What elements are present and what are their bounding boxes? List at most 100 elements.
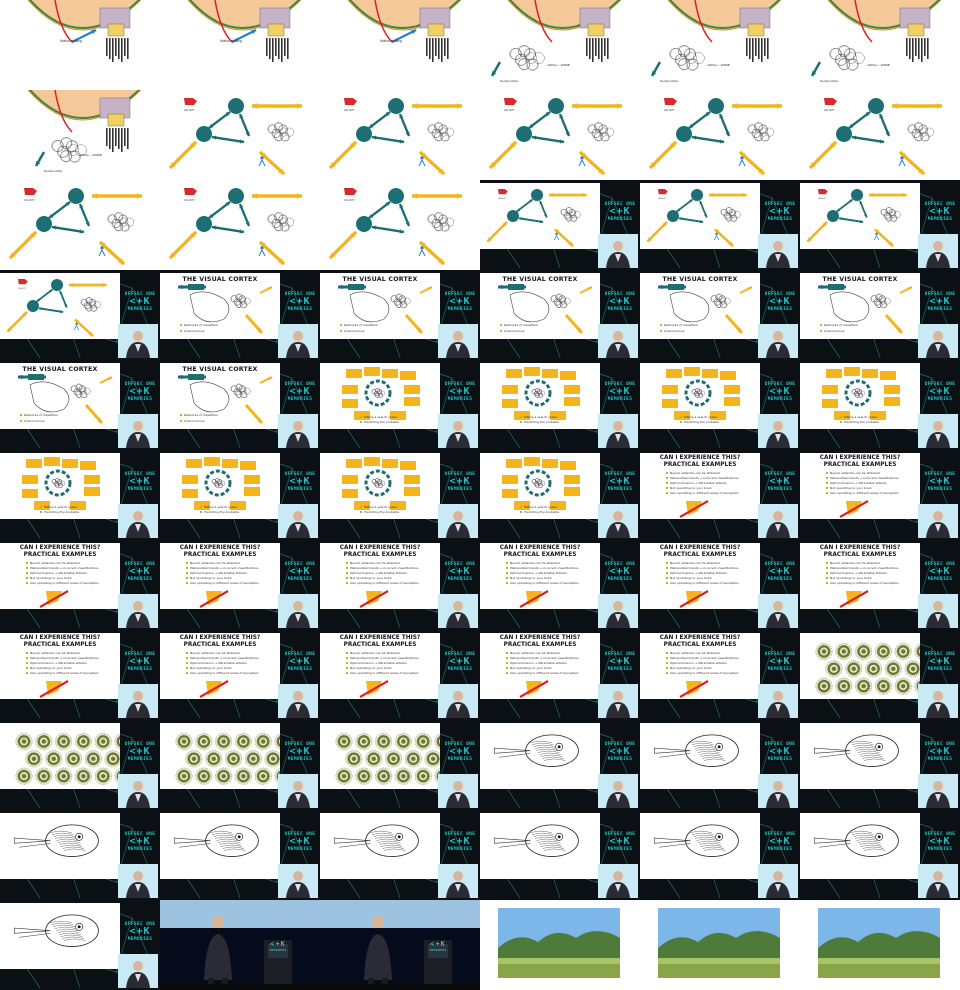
- thumbnail-tile[interactable]: THE VISUAL CORTEX Networks of classifiers…: [0, 360, 160, 450]
- thumbnail-tile[interactable]: <+K MEMORIES: [320, 900, 480, 990]
- thumbnail-tile[interactable]: OH NO!!! OFFSEC ONE <+K MEMORIES: [480, 180, 640, 270]
- thumbnail-tile[interactable]: CAN I EXPERIENCE THIS? PRACTICAL EXAMPLES…: [0, 630, 160, 720]
- thumbnail-tile[interactable]: Neural n/Abst ~1600px / ~300MB: [480, 0, 640, 90]
- logo-line-1: OFFSEC ONE: [124, 742, 156, 747]
- logo-line-1: OFFSEC ONE: [444, 832, 476, 837]
- thumbnail-tile[interactable]: OH NO!!! OFFSEC ONE <+K MEMORIES: [0, 270, 160, 360]
- thumbnail-tile[interactable]: OFFSEC ONE <+K MEMORIES: [160, 810, 320, 900]
- conference-logo: OFFSEC ONE <+K MEMORIES: [922, 202, 958, 222]
- speaker-camera: [118, 324, 158, 358]
- thumbnail-tile[interactable]: Sifting a search space Predicting the pro…: [320, 450, 480, 540]
- logo-line-2: <+K: [609, 476, 631, 487]
- thumbnail-tile[interactable]: OFFSEC ONE <+K MEMORIES: [320, 720, 480, 810]
- thumbnail-tile[interactable]: CAN I EXPERIENCE THIS? PRACTICAL EXAMPLES…: [160, 540, 320, 630]
- speaker-figure: [438, 594, 478, 628]
- thumbnail-tile[interactable]: OH NO!!!: [160, 180, 320, 270]
- svg-text:OH NO!!!: OH NO!!!: [664, 108, 675, 112]
- thumbnail-tile[interactable]: OFFSEC ONE <+K MEMORIES: [640, 810, 800, 900]
- crossed-out-graphic: [519, 590, 549, 608]
- thumbnail-tile[interactable]: Neural n/Abst ~1600px / ~300MB: [800, 0, 960, 90]
- thumbnail-tile[interactable]: Motion spotting: [320, 0, 480, 90]
- slide-title: CAN I EXPERIENCE THIS? PRACTICAL EXAMPLES: [659, 545, 741, 559]
- thumbnail-tile[interactable]: OFFSEC ONE <+K MEMORIES: [160, 720, 320, 810]
- thumbnail-tile[interactable]: CAN I EXPERIENCE THIS? PRACTICAL EXAMPLES…: [0, 540, 160, 630]
- thumbnail-tile[interactable]: [640, 900, 800, 990]
- thumbnail-tile[interactable]: OH NO!!!: [800, 90, 960, 180]
- conference-logo: OFFSEC ONE <+K MEMORIES: [602, 832, 638, 852]
- thumbnail-tile[interactable]: OFFSEC ONE <+K MEMORIES: [800, 630, 960, 720]
- speaker-camera: [278, 324, 318, 358]
- thumbnail-tile[interactable]: OH NO!!!: [320, 90, 480, 180]
- optical-illusion: [175, 733, 280, 785]
- svg-text:OH NO!!!: OH NO!!!: [818, 198, 826, 200]
- speaker-camera: [438, 864, 478, 898]
- speaker-camera: [598, 684, 638, 718]
- thumbnail-tile[interactable]: OH NO!!!: [640, 90, 800, 180]
- bullet: Subconscious: [499, 329, 525, 333]
- thumbnail-tile[interactable]: OFFSEC ONE <+K MEMORIES: [800, 720, 960, 810]
- thumbnail-tile[interactable]: Sifting a search space Predicting the pro…: [480, 450, 640, 540]
- thumbnail-tile[interactable]: Motion spotting: [160, 0, 320, 90]
- thumbnail-tile[interactable]: OFFSEC ONE <+K MEMORIES: [0, 900, 160, 990]
- thumbnail-tile[interactable]: Sifting a search space Predicting the pro…: [160, 450, 320, 540]
- bullet: Sifting a search space: [679, 415, 718, 419]
- thumbnail-tile[interactable]: CAN I EXPERIENCE THIS? PRACTICAL EXAMPLES…: [160, 630, 320, 720]
- thumbnail-tile[interactable]: OFFSEC ONE <+K MEMORIES: [640, 720, 800, 810]
- logo-line-3: MEMORIES: [927, 307, 953, 312]
- thumbnail-tile[interactable]: CAN I EXPERIENCE THIS? PRACTICAL EXAMPLES…: [640, 630, 800, 720]
- thumbnail-tile[interactable]: Sifting a search space Predicting the pro…: [640, 360, 800, 450]
- thumbnail-tile[interactable]: CAN I EXPERIENCE THIS? PRACTICAL EXAMPLES…: [640, 540, 800, 630]
- thumbnail-tile[interactable]: CAN I EXPERIENCE THIS? PRACTICAL EXAMPLES…: [320, 540, 480, 630]
- thumbnail-tile[interactable]: CAN I EXPERIENCE THIS? PRACTICAL EXAMPLES…: [320, 630, 480, 720]
- thumbnail-tile[interactable]: Neural n/Abst ~1600px / ~300MB: [0, 90, 160, 180]
- thumbnail-tile[interactable]: OH NO!!!: [0, 180, 160, 270]
- logo-line-2: <+K: [929, 656, 951, 667]
- thumbnail-tile[interactable]: CAN I EXPERIENCE THIS? PRACTICAL EXAMPLES…: [480, 630, 640, 720]
- speaker-figure: [758, 684, 798, 718]
- bullet: Optical illusions → Attractable attacks: [26, 571, 87, 575]
- thumbnail-tile[interactable]: THE VISUAL CORTEX Networks of classifiers…: [800, 270, 960, 360]
- logo-line-3: MEMORIES: [607, 307, 633, 312]
- thumbnail-tile[interactable]: CAN I EXPERIENCE THIS? PRACTICAL EXAMPLES…: [800, 450, 960, 540]
- thumbnail-tile[interactable]: Neural n/Abst ~1600px / ~300MB: [640, 0, 800, 90]
- thumbnail-tile[interactable]: OFFSEC ONE <+K MEMORIES: [480, 810, 640, 900]
- thumbnail-tile[interactable]: OFFSEC ONE <+K MEMORIES: [0, 720, 160, 810]
- logo-line-3: MEMORIES: [607, 487, 633, 492]
- thumbnail-tile[interactable]: Sifting a search space Predicting the pro…: [480, 360, 640, 450]
- thumbnail-tile[interactable]: CAN I EXPERIENCE THIS? PRACTICAL EXAMPLES…: [640, 450, 800, 540]
- thumbnail-tile[interactable]: OFFSEC ONE <+K MEMORIES: [480, 720, 640, 810]
- thumbnail-tile[interactable]: OH NO!!!: [160, 90, 320, 180]
- thumbnail-tile[interactable]: OFFSEC ONE <+K MEMORIES: [800, 810, 960, 900]
- thumbnail-tile[interactable]: OH NO!!!: [320, 180, 480, 270]
- thumbnail-tile[interactable]: <+K MEMORIES: [160, 900, 320, 990]
- logo-line-1: OFFSEC ONE: [924, 202, 956, 207]
- thumbnail-tile[interactable]: Sifting a search space Predicting the pro…: [320, 360, 480, 450]
- logo-line-3: MEMORIES: [287, 667, 313, 672]
- thumbnail-tile[interactable]: OH NO!!!: [480, 90, 640, 180]
- thumbnail-tile[interactable]: [800, 900, 960, 990]
- thumbnail-tile[interactable]: Motion spotting: [0, 0, 160, 90]
- crossed-out-graphic: [199, 680, 229, 698]
- slide-title: CAN I EXPERIENCE THIS? PRACTICAL EXAMPLES: [339, 545, 421, 559]
- thumbnail-tile[interactable]: THE VISUAL CORTEX Networks of classifiers…: [480, 270, 640, 360]
- slide-preview: THE VISUAL CORTEX Networks of classifiers…: [160, 273, 280, 339]
- logo-line-3: MEMORIES: [127, 757, 153, 762]
- thumbnail-tile[interactable]: CAN I EXPERIENCE THIS? PRACTICAL EXAMPLES…: [800, 540, 960, 630]
- bullet: Also operating in different areas of per…: [185, 581, 260, 585]
- speaker-figure: [598, 504, 638, 538]
- thumbnail-tile[interactable]: THE VISUAL CORTEX Networks of classifiers…: [640, 270, 800, 360]
- thumbnail-tile[interactable]: OFFSEC ONE <+K MEMORIES: [0, 810, 160, 900]
- thumbnail-tile[interactable]: OH NO!!! OFFSEC ONE <+K MEMORIES: [800, 180, 960, 270]
- thumbnail-tile[interactable]: THE VISUAL CORTEX Networks of classifiers…: [160, 360, 320, 450]
- speaker-camera: [598, 324, 638, 358]
- thumbnail-tile[interactable]: Sifting a search space Predicting the pro…: [800, 360, 960, 450]
- thumbnail-tile[interactable]: OFFSEC ONE <+K MEMORIES: [320, 810, 480, 900]
- thumbnail-tile[interactable]: Sifting a search space Predicting the pro…: [0, 450, 160, 540]
- thumbnail-tile[interactable]: THE VISUAL CORTEX Networks of classifiers…: [320, 270, 480, 360]
- speaker-figure: [438, 774, 478, 808]
- visual-cortex-diagram: [18, 374, 113, 424]
- thumbnail-tile[interactable]: THE VISUAL CORTEX Networks of classifiers…: [160, 270, 320, 360]
- thumbnail-tile[interactable]: [480, 900, 640, 990]
- thumbnail-tile[interactable]: OH NO!!! OFFSEC ONE <+K MEMORIES: [640, 180, 800, 270]
- thumbnail-tile[interactable]: CAN I EXPERIENCE THIS? PRACTICAL EXAMPLES…: [480, 540, 640, 630]
